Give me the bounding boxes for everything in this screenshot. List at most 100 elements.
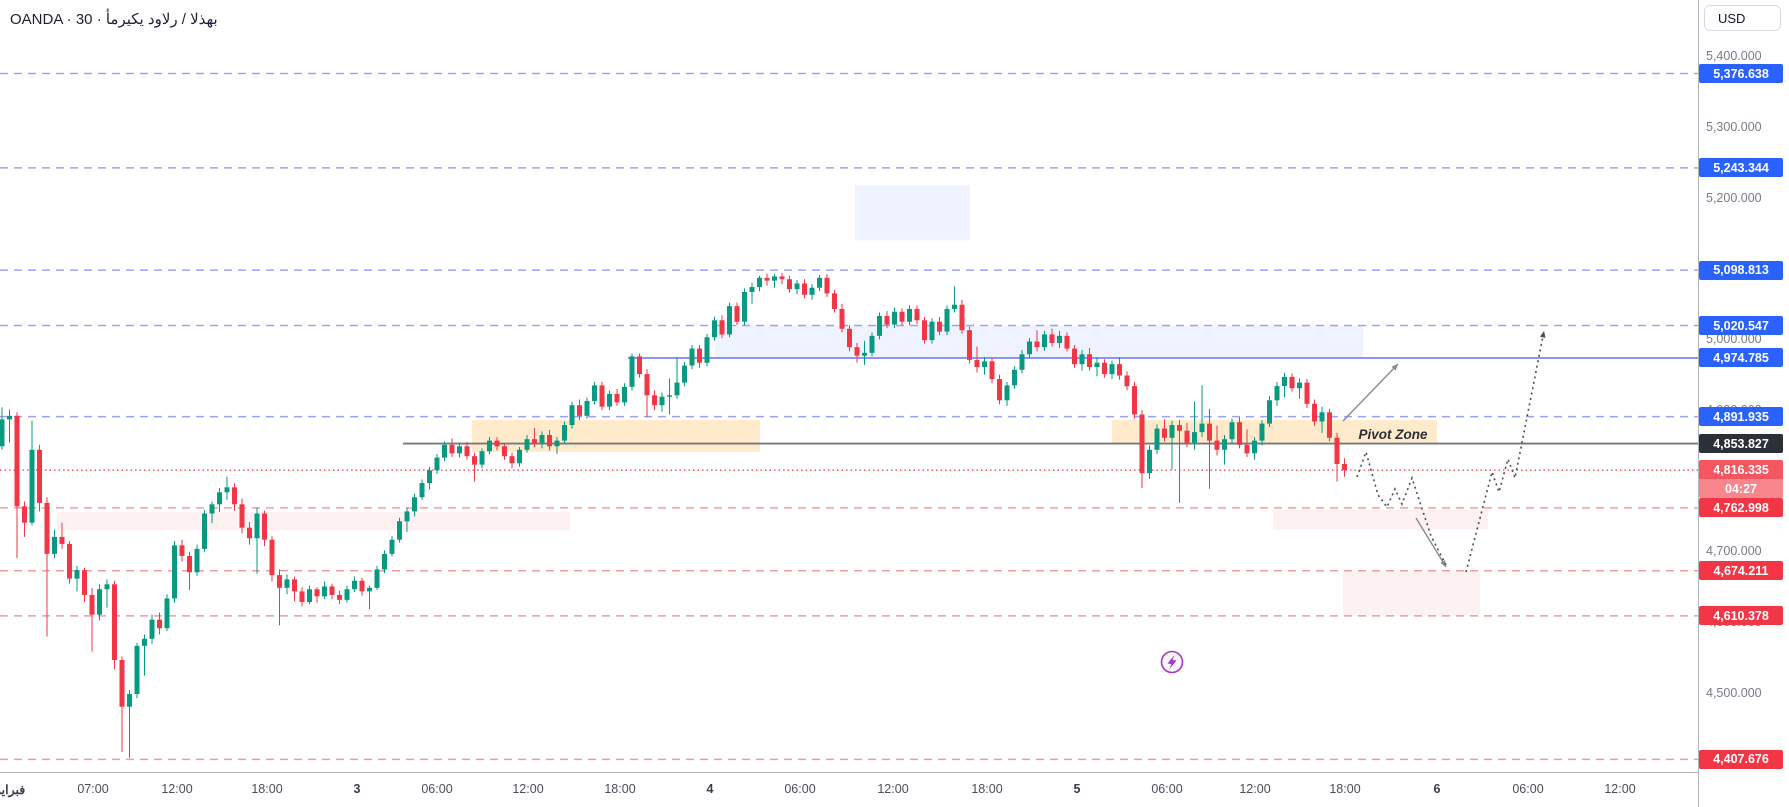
projection-zigzag-path[interactable] xyxy=(1465,330,1545,573)
candle-body xyxy=(1087,354,1092,367)
price-scale[interactable]: USD 5,400.0005,300.0005,200.0005,100.000… xyxy=(1698,0,1789,807)
candle-body xyxy=(449,444,455,454)
trend-arrow[interactable] xyxy=(1415,517,1447,568)
candle-body xyxy=(217,492,222,505)
candle-body xyxy=(1169,425,1175,438)
candle-body xyxy=(569,405,575,426)
price-tick-label: 5,200.000 xyxy=(1706,190,1762,205)
candle-body xyxy=(359,580,365,592)
price-tick-label: 4,500.000 xyxy=(1706,686,1762,700)
pivot-zone-label[interactable]: Pivot Zone xyxy=(1358,427,1427,442)
candle-body xyxy=(997,379,1002,401)
time-tick-label: 18:00 xyxy=(251,782,283,796)
candle-body xyxy=(352,580,357,590)
candle-body xyxy=(599,385,605,407)
time-tick-label: 18:00 xyxy=(971,782,1003,796)
candle-body xyxy=(554,440,560,447)
candle-body xyxy=(89,594,95,615)
candle-body xyxy=(742,291,747,322)
candle-body xyxy=(907,308,912,322)
drawing-annotations[interactable] xyxy=(1342,330,1546,573)
price-level-label: 4,674.211 xyxy=(1699,561,1783,581)
trend-arrow[interactable] xyxy=(1342,363,1399,422)
symbol-title[interactable]: OANDA · 30 · بهذلا / رلاود يكيرمأ xyxy=(10,10,218,28)
candle-body xyxy=(149,619,155,639)
candle-body xyxy=(1319,412,1325,422)
candle-body xyxy=(44,502,50,554)
time-scale[interactable]: فبراير 07:00 12:00 18:00 3 06:00 12:00 18:00 4 06… xyxy=(0,773,1698,807)
candle-body xyxy=(832,293,837,309)
time-tick-label: 5 xyxy=(1073,782,1081,796)
candle-body xyxy=(719,320,725,335)
price-tick-label: 5,400.000 xyxy=(1706,48,1762,63)
candle-body xyxy=(1042,334,1047,348)
candle-body xyxy=(1139,414,1145,474)
candle-body xyxy=(562,425,567,441)
candle-body xyxy=(59,536,65,544)
price-level-label: 4,610.378 xyxy=(1699,606,1783,626)
candle-body xyxy=(809,287,815,295)
time-tick-label: 12:00 xyxy=(161,782,193,796)
chart-canvas[interactable]: Pivot Zone OANDA · 30 · بهذلا / رلاود يك… xyxy=(0,0,1698,772)
candle-body xyxy=(434,457,440,471)
zone-rect xyxy=(1343,570,1480,616)
candle-body xyxy=(164,598,170,629)
candle-body xyxy=(1064,335,1070,349)
price-tick-label: 5,300.000 xyxy=(1706,119,1762,134)
candle-body xyxy=(1274,386,1280,401)
arrowhead xyxy=(1440,560,1446,567)
candle-body xyxy=(622,386,627,403)
candle-body xyxy=(344,589,350,600)
candle-body xyxy=(74,570,80,579)
currency-usd-button[interactable]: USD xyxy=(1704,5,1781,31)
candle-body xyxy=(1244,444,1250,454)
price-tick-label: 4,700.000 xyxy=(1706,544,1762,559)
candle-body xyxy=(577,405,582,416)
candle-body xyxy=(1214,440,1220,450)
candle-body xyxy=(172,545,177,599)
candle-body xyxy=(1132,386,1137,415)
candle-body xyxy=(974,359,980,367)
projection-zigzag-path[interactable] xyxy=(1356,449,1448,568)
candle-body xyxy=(97,589,102,615)
candle-body xyxy=(1207,423,1212,441)
candle-body xyxy=(929,321,935,341)
candle-body xyxy=(337,594,342,600)
candle-body xyxy=(1117,364,1122,376)
candle-body xyxy=(704,337,710,363)
candle-body xyxy=(1289,376,1295,389)
current-price-value: 4,816.335 xyxy=(1699,460,1783,480)
price-level-label: 5,376.638 xyxy=(1699,64,1783,83)
price-level-lines[interactable] xyxy=(0,72,1698,761)
candle-body xyxy=(1027,341,1032,355)
zone-rect xyxy=(57,512,570,531)
candle-body xyxy=(329,586,335,595)
candle-body xyxy=(1012,369,1017,386)
candle-body xyxy=(269,539,275,576)
candle-body xyxy=(119,660,125,707)
candle-body xyxy=(209,504,215,514)
candle-body xyxy=(419,483,425,498)
candle-body xyxy=(854,347,860,356)
flash-marker-icon[interactable] xyxy=(1160,650,1184,674)
candle-body xyxy=(727,306,732,335)
current-price-label: 4,816.335 04:27 xyxy=(1699,460,1783,499)
candle-body xyxy=(1109,364,1115,375)
candle-body xyxy=(779,276,785,280)
candle-body xyxy=(1072,348,1077,365)
candle-body xyxy=(667,395,672,397)
candle-body xyxy=(884,316,890,325)
zone-rect xyxy=(472,420,760,452)
candle-body xyxy=(1094,362,1100,367)
zone-rect xyxy=(855,185,970,241)
candle-body xyxy=(697,348,702,363)
candle-body xyxy=(862,352,867,356)
candle-body xyxy=(1297,382,1302,389)
time-tick-label: 12:00 xyxy=(1604,782,1636,796)
candle-body xyxy=(284,579,290,588)
candle-body xyxy=(1237,422,1242,445)
time-tick-label: 06:00 xyxy=(784,782,816,796)
candle-body xyxy=(37,449,42,503)
time-tick-label: 3 xyxy=(353,782,361,796)
candle-body xyxy=(1079,354,1085,365)
